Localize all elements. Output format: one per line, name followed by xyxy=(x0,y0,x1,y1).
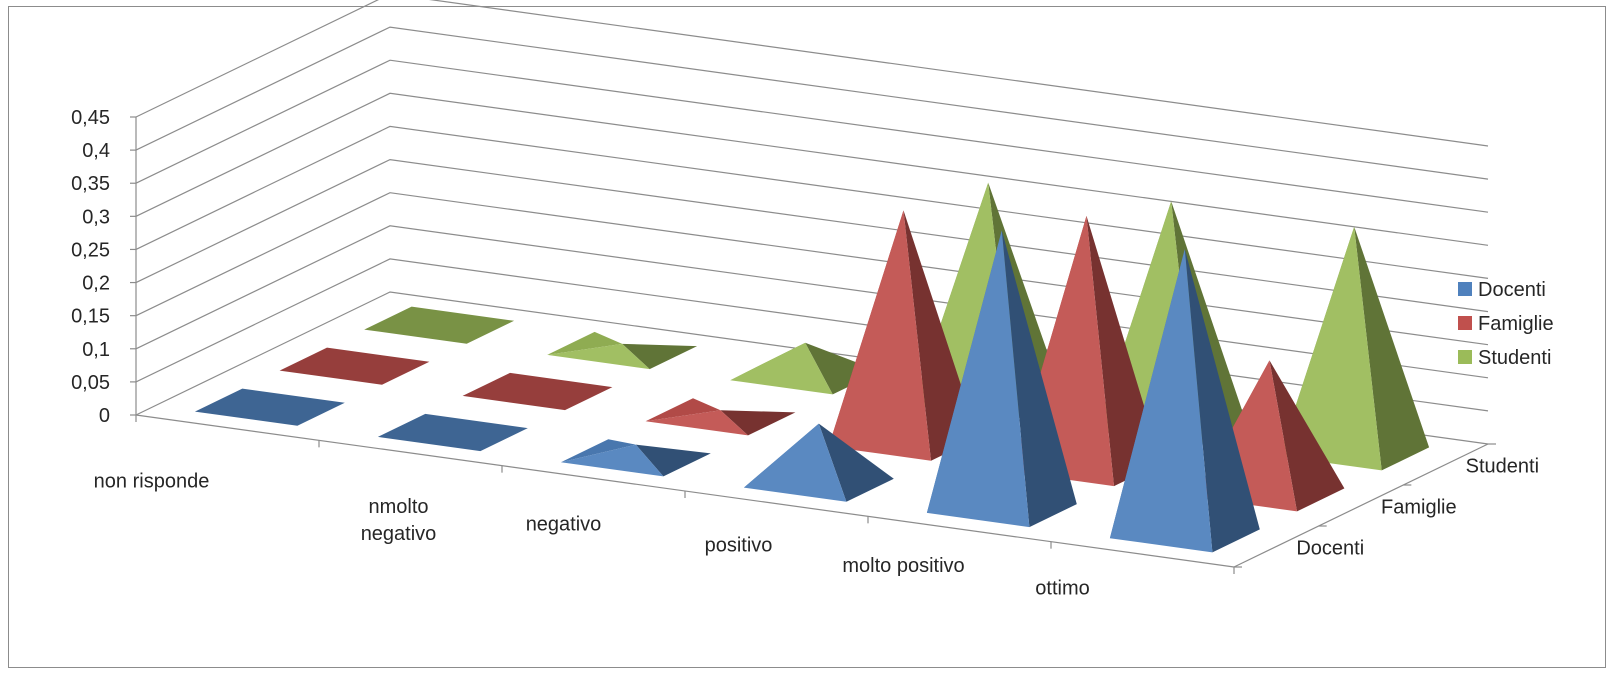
pyramid-face-right xyxy=(1269,360,1345,512)
legend-label: Studenti xyxy=(1478,347,1551,369)
pyramid-base xyxy=(462,372,613,411)
pyramid-docenti-negativo xyxy=(560,439,711,477)
depth-label-docenti: Docenti xyxy=(1296,538,1364,560)
y-tick-label: 0,4 xyxy=(82,140,110,162)
pyramid-face-right xyxy=(1354,226,1430,471)
legend-label: Famiglie xyxy=(1478,313,1554,335)
pyramid-famiglie-nmolto-negativo xyxy=(462,372,613,411)
pyramid-face-front xyxy=(645,410,748,436)
y-tick-label: 0,35 xyxy=(71,173,110,195)
gridline xyxy=(135,59,1489,213)
depth-axis-line xyxy=(1233,443,1489,568)
pyramid-face-front xyxy=(743,423,847,502)
pyramid-face-left xyxy=(645,398,721,422)
axes: 0 0,05 0,1 0,15 0,2 0,25 0,3 0,35 0,4 0,45 non ris… xyxy=(71,107,1539,599)
y-tick-label: 0,2 xyxy=(82,273,110,295)
pyramid-face-right xyxy=(635,444,711,477)
pyramid-face-right xyxy=(805,342,881,395)
y-tick-label: 0,45 xyxy=(71,107,110,129)
x-tick-label-positivo: positivo xyxy=(705,535,773,557)
pyramid-docenti-positivo xyxy=(743,423,894,502)
gridline xyxy=(135,26,1489,180)
legend-item-docenti: Docenti xyxy=(1458,279,1546,301)
pyramid-face-front xyxy=(547,343,650,370)
pyramid-docenti-ottimo xyxy=(1109,249,1260,553)
pyramid-docenti-molto-positivo xyxy=(926,230,1077,528)
pyramid-base xyxy=(279,347,430,385)
pyramid-base xyxy=(377,413,528,452)
x-tick-label-molto-positivo: molto positivo xyxy=(842,555,964,577)
x-tick-label-negativo: negativo xyxy=(526,513,602,535)
pyramid-famiglie-non-risponde xyxy=(279,347,430,385)
x-tick-label-nmolto-negativo: nmolto xyxy=(368,496,428,518)
pyramid-studenti-negativo xyxy=(730,342,881,395)
x-tick-label-nmolto-negativo: negativo xyxy=(361,523,437,545)
pyramid-face-right xyxy=(720,410,796,436)
y-tick-label: 0,15 xyxy=(71,306,110,328)
pyramid-studenti-ottimo xyxy=(1279,226,1430,471)
pyramid-face-left xyxy=(547,331,623,355)
y-tick-label: 0,25 xyxy=(71,239,110,261)
legend-swatch xyxy=(1458,350,1472,364)
legend-swatch xyxy=(1458,282,1472,296)
depth-label-famiglie: Famiglie xyxy=(1381,497,1457,519)
pyramid-face-front xyxy=(1279,226,1382,471)
pyramid-docenti-non-risponde xyxy=(194,388,345,426)
pyramid-face-right xyxy=(622,343,698,370)
pyramid-famiglie-negativo xyxy=(645,398,796,436)
gridline xyxy=(135,0,1489,147)
pyramid-face-front xyxy=(730,342,833,395)
gridline xyxy=(135,92,1489,246)
gridline xyxy=(135,158,1489,313)
x-tick-label-ottimo: ottimo xyxy=(1035,577,1089,599)
pyramid-face-right xyxy=(1184,249,1260,553)
pyramid-face-front xyxy=(1109,249,1213,553)
gridline xyxy=(135,192,1489,346)
pyramid-face-front xyxy=(926,230,1030,528)
x-tick-label-non-risponde: non risponde xyxy=(94,471,210,493)
pyramid-base xyxy=(364,306,515,344)
pyramid-series xyxy=(194,182,1430,553)
pyramid-face-right xyxy=(1171,201,1247,446)
y-tick-label: 0,3 xyxy=(82,206,110,228)
gridline xyxy=(135,125,1489,279)
y-tick-label: 0 xyxy=(99,405,110,427)
pyramid-base xyxy=(194,388,345,426)
gridline xyxy=(135,225,1489,379)
y-tick-label: 0,05 xyxy=(71,372,110,394)
y-tick-label: 0,1 xyxy=(82,339,110,361)
legend-label: Docenti xyxy=(1478,279,1546,301)
pyramid-studenti-nmolto-negativo xyxy=(547,331,698,370)
legend-item-famiglie: Famiglie xyxy=(1458,313,1554,335)
pyramid-docenti-nmolto-negativo xyxy=(377,413,528,452)
pyramid-face-front xyxy=(828,210,931,461)
pyramid-studenti-non-risponde xyxy=(364,306,515,344)
pyramid-face-right xyxy=(1001,230,1077,528)
pyramid-face-front xyxy=(560,444,664,477)
legend-swatch xyxy=(1458,316,1472,330)
pyramid-face-left xyxy=(560,439,636,463)
legend-item-studenti: Studenti xyxy=(1458,347,1551,369)
depth-label-studenti: Studenti xyxy=(1466,456,1539,478)
legend: Docenti Famiglie Studenti xyxy=(1458,279,1554,369)
pyramid-face-right xyxy=(818,423,894,502)
